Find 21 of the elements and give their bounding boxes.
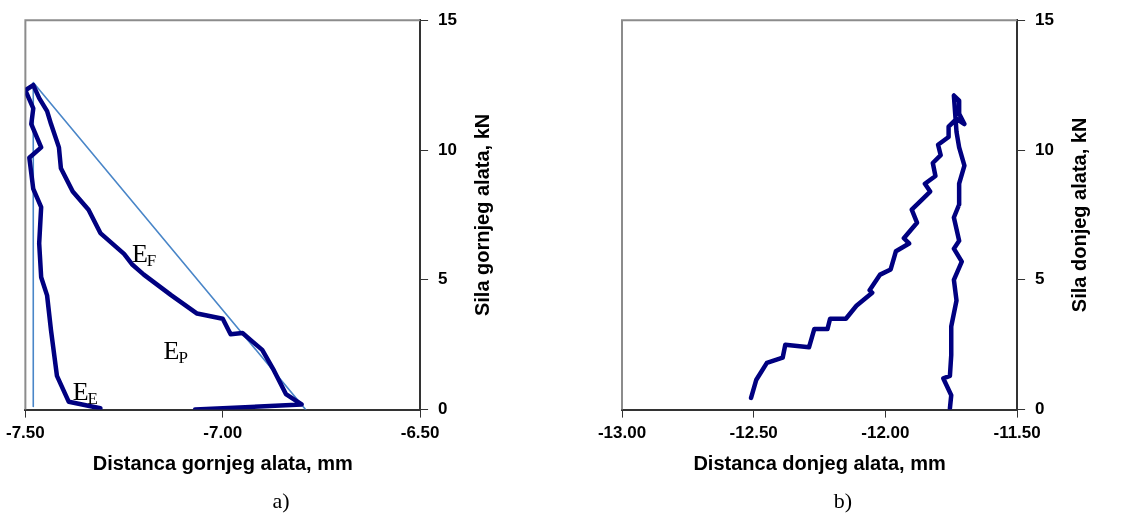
x-tick-label: -13.00 [597, 423, 647, 443]
x-axis-title: Distanca donjeg alata, mm [693, 451, 946, 474]
y-tick-label: 5 [1035, 269, 1045, 289]
y-tick-label: 10 [438, 139, 458, 159]
y-tick-label: 15 [438, 9, 458, 29]
x-tick-label: -11.50 [993, 423, 1041, 443]
x-tick-label: -6.50 [400, 423, 440, 443]
y-tick-label: 0 [438, 399, 448, 419]
x-tick-label: -12.00 [861, 423, 910, 443]
text: b) [833, 488, 853, 514]
y-tick-label: 0 [1035, 399, 1045, 419]
y-axis-title: Sila donjeg alata, kN [1067, 117, 1090, 313]
y-tick-label: 15 [1035, 9, 1055, 29]
x-tick-label: -7.50 [6, 423, 45, 443]
y-axis-title: Sila gornjeg alata, kN [470, 113, 493, 317]
x-tick-label: -12.50 [729, 423, 778, 443]
text: a) [272, 488, 290, 514]
y-tick-label: 5 [438, 269, 448, 289]
x-axis-title: Distanca gornjeg alata, mm [92, 451, 353, 474]
x-tick-label: -7.00 [203, 423, 243, 443]
y-tick-label: 10 [1035, 139, 1055, 159]
